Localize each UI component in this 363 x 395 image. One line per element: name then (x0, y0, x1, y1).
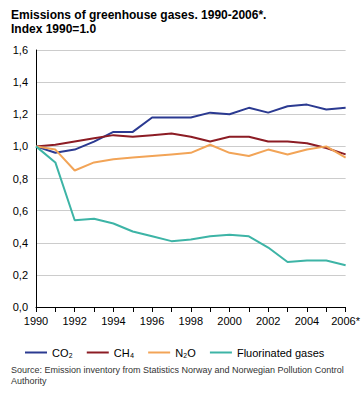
svg-text:0,6: 0,6 (13, 205, 28, 217)
svg-text:0,8: 0,8 (13, 173, 28, 185)
svg-text:Index 1990=1.0: Index 1990=1.0 (11, 22, 96, 36)
svg-text:1,4: 1,4 (13, 76, 28, 88)
svg-text:1990: 1990 (24, 315, 48, 327)
svg-text:CO₂: CO₂ (52, 347, 73, 359)
svg-text:N₂O: N₂O (175, 347, 196, 359)
svg-text:Emissions of greenhouse gases.: Emissions of greenhouse gases. 1990-2006… (11, 8, 266, 22)
svg-text:Authority: Authority (11, 376, 47, 386)
svg-text:2006*: 2006* (331, 315, 360, 327)
svg-text:0,2: 0,2 (13, 269, 28, 281)
svg-text:1998: 1998 (179, 315, 203, 327)
svg-text:0,4: 0,4 (13, 237, 28, 249)
svg-text:CH₄: CH₄ (114, 347, 135, 359)
svg-text:1,2: 1,2 (13, 108, 28, 120)
svg-text:Source: Emission inventory fro: Source: Emission inventory from Statisti… (11, 365, 346, 375)
svg-text:2004: 2004 (295, 315, 319, 327)
svg-text:1996: 1996 (140, 315, 164, 327)
svg-text:1992: 1992 (62, 315, 86, 327)
svg-text:1,6: 1,6 (13, 44, 28, 56)
svg-text:1,0: 1,0 (13, 140, 28, 152)
svg-text:2002: 2002 (256, 315, 280, 327)
svg-text:2000: 2000 (217, 315, 241, 327)
svg-text:0,0: 0,0 (13, 301, 28, 313)
svg-text:Fluorinated gases: Fluorinated gases (237, 347, 325, 359)
svg-text:1994: 1994 (101, 315, 125, 327)
